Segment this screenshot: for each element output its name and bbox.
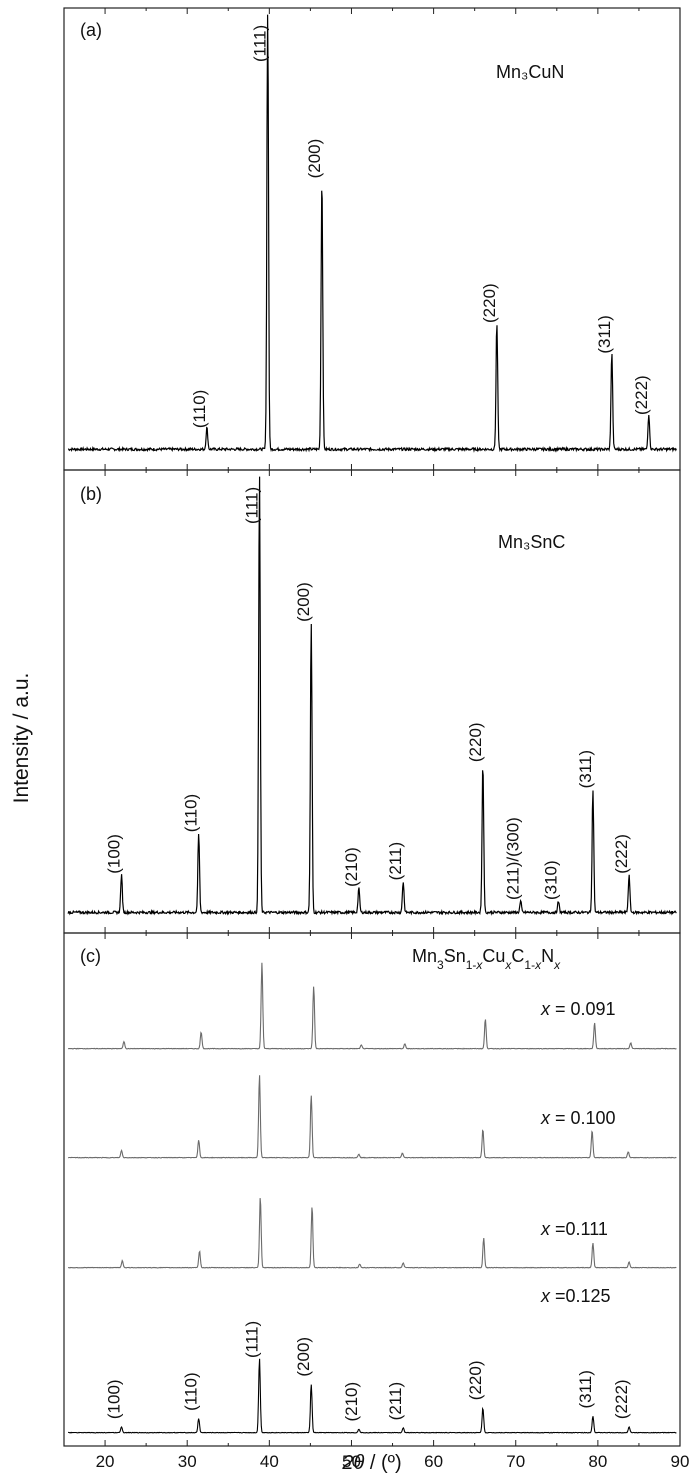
x-tick-label-5: 70 <box>506 1452 525 1471</box>
panel-a-peak-label-1: (111) <box>251 25 270 62</box>
series-label-x-0125: x =0.125 <box>540 1286 611 1306</box>
x-axis-ticks: 20 30 40 50 60 70 80 90 <box>96 8 690 1471</box>
panel-a-peak-label-0: (110) <box>190 390 209 428</box>
panel-a-peak-label-2: (200) <box>305 139 324 179</box>
panel-a-sample: Mn₃CuN <box>496 62 564 82</box>
x-tick-label-7: 90 <box>671 1452 690 1471</box>
panel-a-xrd-line <box>67 14 677 453</box>
panel-b-trace-group: (100) (110) (111) (200) (210) (211) (220) (211)… <box>67 476 677 916</box>
panel-b-peak-label-2: (111) <box>243 487 262 524</box>
panel-c-series-0-line <box>67 962 677 1050</box>
panel-c-formula: Mn3Sn1-xCuxC1-xNx <box>412 946 561 972</box>
panel-a-peak-2 <box>321 185 323 187</box>
panel-c-series-3-line <box>68 1358 677 1434</box>
y-axis-label: Intensity / a.u. <box>10 673 33 804</box>
panel-b-peak-label-0: (100) <box>105 834 124 874</box>
panel-c-series-2-peak-3 <box>311 1205 313 1207</box>
panel-c-series-1-line <box>67 1075 677 1159</box>
panel-c-series-2-peak-2 <box>259 1196 261 1198</box>
panel-a-label: (a) <box>80 20 102 40</box>
x-tick-label-3: 50 <box>342 1452 361 1471</box>
series-label-x-0111: x =0.111 <box>540 1219 608 1239</box>
panel-b-frame <box>63 469 681 934</box>
x-axis-label: 2θ / (º) <box>341 1452 401 1474</box>
panel-c-series-3-peak-label-1: (110) <box>182 1372 201 1410</box>
panel-a-peak-label-4: (311) <box>595 315 614 353</box>
panel-a-trace-group: (110) (111) (200) (220) (311) (222) <box>67 14 677 453</box>
panel-a-peak-label-3: (220) <box>480 283 499 323</box>
x-tick-label-1: 30 <box>178 1452 197 1471</box>
panel-b-peak-label-10: (222) <box>612 834 631 874</box>
panel-b-xrd-line <box>67 476 677 916</box>
panel-b-peak-label-4: (210) <box>342 847 361 887</box>
panel-b-peak-label-6: (220) <box>466 722 485 762</box>
panel-b-peak-label-7: (211)/(300) <box>504 817 523 900</box>
x-tick-label-0: 20 <box>96 1452 115 1471</box>
panel-b-peak-label-3: (200) <box>294 582 313 622</box>
panel-c-series-3-peak-label-2: (111) <box>243 1321 262 1358</box>
x-tick-label-6: 80 <box>588 1452 607 1471</box>
panel-b-peak-label-9: (311) <box>576 750 595 788</box>
panel-a-frame <box>63 7 681 471</box>
panel-b-peak-label-5: (211) <box>386 842 405 880</box>
x-tick-label-4: 60 <box>424 1452 443 1471</box>
panel-c-frame <box>63 932 681 1447</box>
panel-c-series-3-peak-label-5: (211) <box>386 1382 405 1420</box>
panel-c-series-3-peak-label-0: (100) <box>105 1379 124 1419</box>
panel-c-trace-group: (100) (110) (111) (200) (210) (211) (220) (311)… <box>67 962 677 1434</box>
panel-a-peak-label-5: (222) <box>632 375 651 415</box>
panel-b-label: (b) <box>80 484 102 504</box>
panel-c-series-2-line <box>67 1198 677 1269</box>
series-label-x-0091: x = 0.091 <box>540 999 616 1019</box>
panel-c-series-3-peak-label-3: (200) <box>294 1337 313 1377</box>
panel-c-series-3-peak-label-7: (311) <box>576 1370 595 1408</box>
panel-c-series-3-peak-label-4: (210) <box>342 1382 361 1422</box>
panel-b-sample: Mn₃SnC <box>498 532 565 552</box>
x-tick-label-2: 40 <box>260 1452 279 1471</box>
panel-c-series-3-peak-label-8: (222) <box>612 1379 631 1419</box>
panel-b-peak-label-1: (110) <box>182 794 201 832</box>
panel-b-peak-label-8: (310) <box>541 860 560 900</box>
panel-c-series-3-peak-label-6: (220) <box>466 1361 485 1401</box>
panel-c-label: (c) <box>80 946 101 966</box>
series-label-x-0100: x = 0.100 <box>540 1108 616 1128</box>
